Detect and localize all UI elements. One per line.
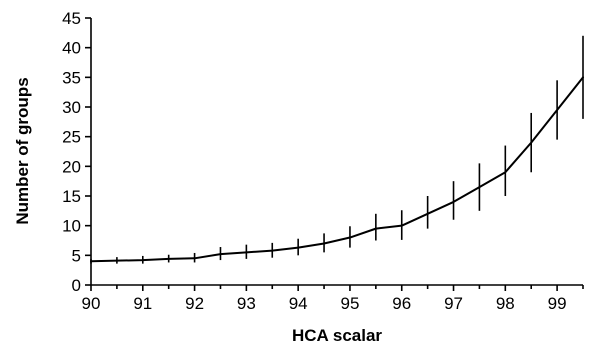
x-tick-label: 96 [392,294,411,313]
x-tick-label: 95 [340,294,359,313]
y-tick-label: 10 [62,217,81,236]
y-tick-label: 40 [62,39,81,58]
x-axis-title: HCA scalar [292,326,382,345]
x-tick-label: 94 [289,294,308,313]
y-tick-label: 25 [62,128,81,147]
y-tick-label: 20 [62,157,81,176]
y-axis-title: Number of groups [13,77,32,224]
y-tick-label: 5 [72,246,81,265]
x-axis-ticks: 90 91 92 93 94 95 96 97 98 99 [82,285,584,313]
x-tick-label: 98 [496,294,515,313]
x-tick-label: 97 [444,294,463,313]
x-tick-label: 99 [548,294,567,313]
x-tick-label: 91 [133,294,152,313]
x-tick-label: 90 [82,294,101,313]
y-tick-label: 0 [72,276,81,295]
y-tick-label: 45 [62,9,81,28]
y-tick-label: 35 [62,68,81,87]
series-lines [90,76,584,263]
x-tick-label: 93 [237,294,256,313]
axes [90,18,583,286]
y-axis-ticks: 0 5 10 15 20 25 30 35 40 45 [62,9,91,295]
y-tick-label: 15 [62,187,81,206]
error-bars [90,35,584,264]
y-tick-label: 30 [62,98,81,117]
x-tick-label: 92 [185,294,204,313]
series-line-0 [90,76,584,263]
